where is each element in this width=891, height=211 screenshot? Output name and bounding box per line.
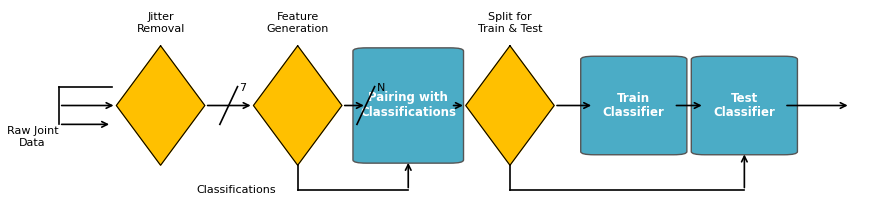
Text: Raw Joint
Data: Raw Joint Data (6, 126, 58, 148)
Text: Split for
Train & Test: Split for Train & Test (478, 12, 543, 34)
Polygon shape (117, 46, 205, 165)
Text: Feature
Generation: Feature Generation (266, 12, 329, 34)
Text: Classifications: Classifications (196, 185, 275, 195)
Text: Train
Classifier: Train Classifier (603, 92, 665, 119)
Text: 7: 7 (240, 83, 247, 93)
Text: N: N (376, 83, 385, 93)
FancyBboxPatch shape (353, 48, 463, 163)
Text: Jitter
Removal: Jitter Removal (136, 12, 184, 34)
Polygon shape (253, 46, 342, 165)
Polygon shape (466, 46, 554, 165)
Text: Test
Classifier: Test Classifier (714, 92, 775, 119)
FancyBboxPatch shape (581, 56, 687, 155)
FancyBboxPatch shape (691, 56, 797, 155)
Text: Pairing with
Classifications: Pairing with Classifications (360, 92, 456, 119)
